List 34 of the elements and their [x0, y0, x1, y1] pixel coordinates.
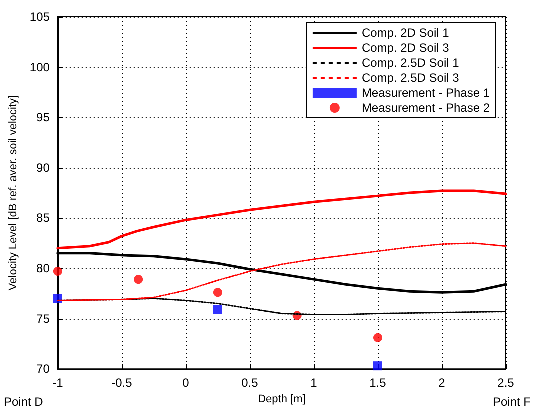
- legend-label: Comp. 2.5D Soil 3: [362, 71, 460, 85]
- point: [134, 275, 144, 284]
- y-tick-label: 90: [36, 160, 50, 175]
- y-axis-title: Velocity Level [dB ref. aver. soil velocity]: [8, 96, 20, 291]
- x-tick-label: 1.5: [370, 376, 387, 390]
- y-tick-label: 70: [36, 362, 50, 376]
- x-axis-title: Depth [m]: [258, 394, 306, 406]
- x-tick-label: 0.5: [242, 376, 259, 390]
- legend-label: Measurement - Phase 1: [362, 86, 490, 100]
- y-tick-label: 105: [30, 10, 50, 24]
- line-series: [56, 190, 508, 250]
- legend-label: Comp. 2D Soil 1: [362, 26, 450, 40]
- x-tick-label: 2: [438, 376, 446, 390]
- y-tick-label: 75: [36, 312, 50, 326]
- point: [213, 305, 222, 314]
- x-tick-label: -1: [52, 376, 64, 390]
- y-tick-label: 100: [30, 60, 50, 74]
- y-tick-label: 80: [36, 262, 50, 276]
- legend-label: Comp. 2D Soil 3: [362, 41, 450, 55]
- y-tick-label: 85: [36, 211, 50, 226]
- text: Point D: [4, 395, 44, 409]
- x-tick-label: 2.5: [498, 376, 515, 390]
- point: [213, 288, 222, 298]
- x-tick-label: 0: [182, 376, 190, 390]
- text: Point F: [492, 395, 531, 409]
- point: [53, 267, 62, 276]
- point: [53, 294, 62, 304]
- x-tick-label: -0.5: [112, 376, 133, 390]
- legend-label: Comp. 2.5D Soil 1: [362, 56, 460, 70]
- x-tick-label: 1: [310, 376, 318, 390]
- point: [373, 333, 382, 342]
- legend-label: Measurement - Phase 2: [362, 101, 490, 115]
- y-tick-label: 95: [36, 110, 50, 125]
- point: [373, 362, 382, 371]
